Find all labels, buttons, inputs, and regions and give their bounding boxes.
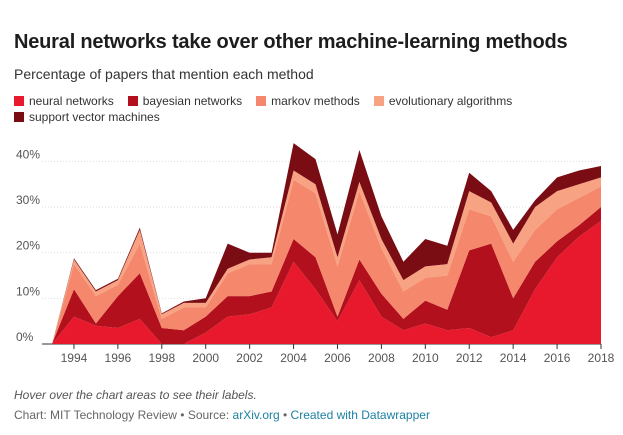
x-tick-label: 2006	[324, 351, 351, 365]
legend-label: support vector machines	[29, 110, 160, 124]
chart-title: Neural networks take over other machine-…	[14, 31, 568, 53]
x-tick-label: 2000	[192, 351, 219, 365]
legend-swatch	[127, 96, 138, 106]
area-support-vector-machines[interactable]	[52, 143, 601, 344]
legend-swatch	[14, 112, 24, 122]
x-tick-label: 2018	[588, 351, 615, 365]
x-tick-label: 2016	[544, 351, 571, 365]
legend-swatch	[14, 96, 24, 106]
x-tick-label: 2008	[368, 351, 395, 365]
legend-swatch	[373, 96, 384, 106]
source-link[interactable]: arXiv.org	[232, 408, 280, 422]
hover-note: Hover over the chart areas to see their …	[14, 388, 257, 402]
stacked-area-chart[interactable]: 0% 10% 20% 30% 40% 1994 1996 1998 2000 2002 2004 20…	[0, 130, 623, 370]
x-tick-label: 1994	[61, 351, 88, 365]
legend-item-evolutionary-algorithms: evolutionary algorithms	[373, 93, 513, 109]
x-tick-label: 2004	[280, 351, 307, 365]
x-tick-label: 2010	[412, 351, 439, 365]
datawrapper-link[interactable]: Created with Datawrapper	[290, 408, 430, 422]
area-bayesian-networks[interactable]	[52, 207, 601, 344]
legend-swatch	[256, 96, 267, 106]
y-tick-label: 10%	[16, 284, 40, 298]
area-evolutionary-algorithms[interactable]	[52, 170, 601, 345]
legend-item-bayesian-networks: bayesian networks	[127, 93, 243, 109]
area-neural-networks[interactable]	[52, 220, 601, 344]
legend-label: neural networks	[29, 94, 114, 108]
credit-separator: •	[279, 408, 291, 422]
legend-item-markov-methods: markov methods	[256, 93, 360, 109]
x-tick-label: 2014	[500, 351, 527, 365]
chart-subtitle: Percentage of papers that mention each m…	[14, 66, 314, 82]
x-tick-label: 2012	[456, 351, 483, 365]
y-tick-label: 40%	[16, 147, 40, 161]
y-tick-label: 0%	[16, 330, 34, 344]
y-tick-label: 20%	[16, 239, 40, 253]
chart-legend: neural networks bayesian networks markov m…	[14, 93, 574, 125]
legend-item-neural-networks: neural networks	[14, 93, 114, 109]
legend-label: markov methods	[271, 94, 360, 108]
chart-credit: Chart: MIT Technology Review • Source: a…	[14, 408, 430, 422]
credit-prefix: Chart: MIT Technology Review • Source:	[14, 408, 233, 422]
legend-item-support-vector-machines: support vector machines	[14, 109, 160, 125]
y-tick-label: 30%	[16, 193, 40, 207]
x-tick-label: 2002	[236, 351, 263, 365]
x-tick-label: 1996	[105, 351, 132, 365]
legend-label: bayesian networks	[142, 94, 243, 108]
legend-label: evolutionary algorithms	[388, 94, 513, 108]
area-markov-methods[interactable]	[52, 179, 601, 344]
x-tick-label: 1998	[148, 351, 175, 365]
